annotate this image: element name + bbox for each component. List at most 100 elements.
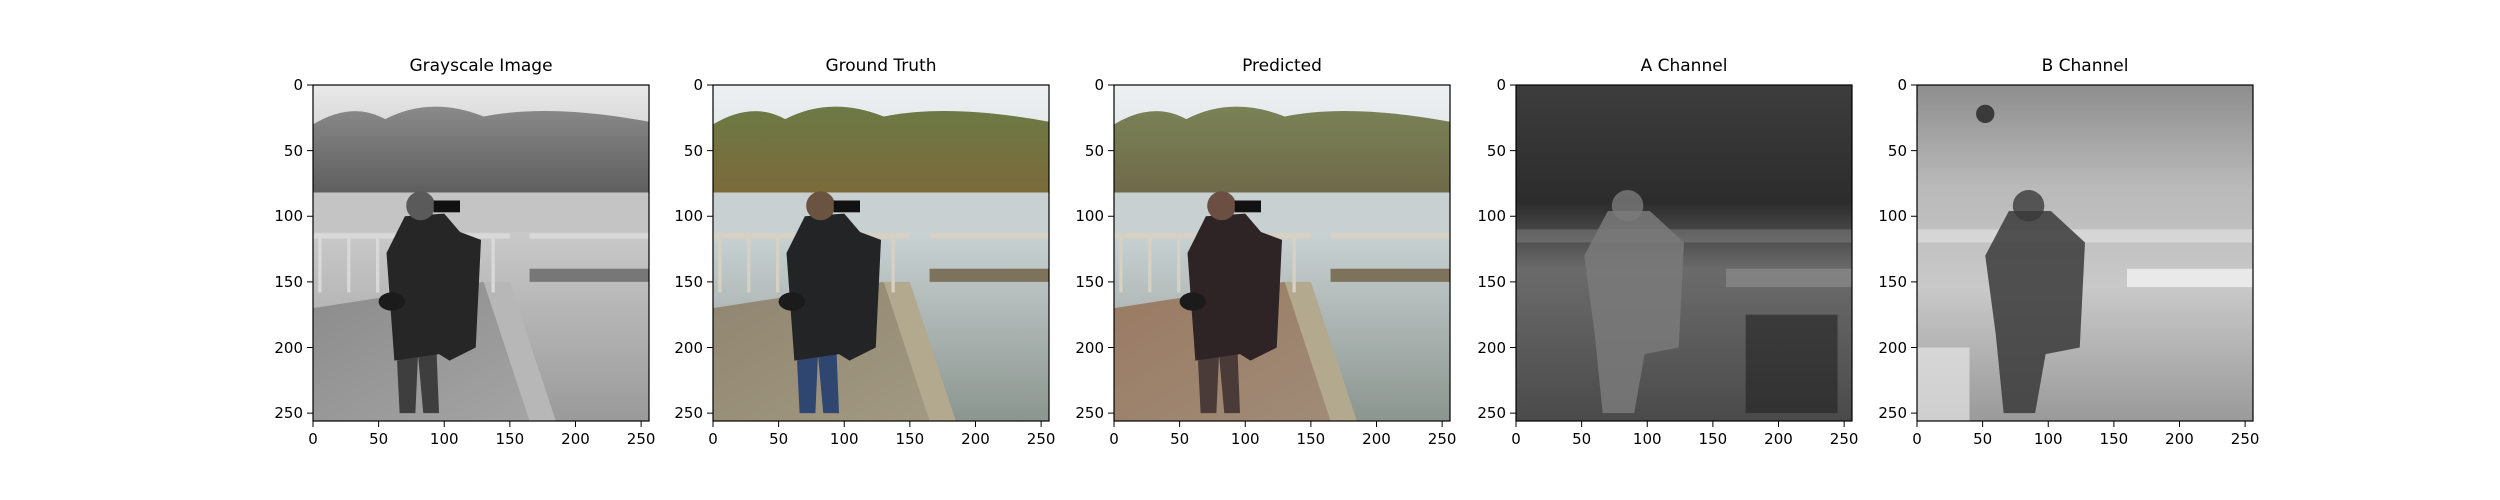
dock-railing bbox=[1330, 233, 1450, 239]
deck-band bbox=[2127, 268, 2253, 288]
treeline bbox=[313, 106, 649, 193]
water-dark-region bbox=[1745, 314, 1838, 414]
y-tick-label: 0 bbox=[1496, 76, 1506, 94]
panel-title: Predicted bbox=[1242, 56, 1322, 76]
lake-far bbox=[313, 192, 649, 232]
lake-far bbox=[1114, 192, 1450, 232]
person-coat bbox=[786, 213, 881, 361]
railing-post bbox=[1148, 233, 1152, 293]
y-tick-label: 50 bbox=[1084, 141, 1104, 160]
x-tick-label: 100 bbox=[429, 430, 459, 448]
x-tick-label: 50 bbox=[369, 430, 389, 448]
x-tick-label: 200 bbox=[561, 430, 590, 448]
dock-deck bbox=[929, 268, 1049, 282]
camera-bag bbox=[1179, 292, 1206, 311]
treeline bbox=[1114, 106, 1450, 193]
person-silhouette bbox=[1985, 211, 2085, 414]
railing-post bbox=[1119, 233, 1123, 293]
x-tick-label: 100 bbox=[1230, 430, 1260, 448]
railing-post bbox=[347, 233, 351, 293]
railing-post bbox=[491, 233, 495, 293]
camera bbox=[1234, 200, 1261, 213]
person-coat bbox=[1187, 213, 1282, 361]
panel-image-b-channel-map bbox=[1911, 84, 2254, 427]
boardwalk-edge bbox=[483, 281, 556, 421]
y-tick-label: 100 bbox=[274, 207, 303, 226]
panel-image-grayscale-photo bbox=[307, 84, 650, 427]
y-tick-label: 200 bbox=[674, 338, 703, 357]
axes-frame bbox=[1113, 84, 1451, 422]
y-tick-label: 50 bbox=[1887, 141, 1907, 160]
y-tick-label: 200 bbox=[1477, 338, 1506, 357]
x-tick-label: 250 bbox=[1026, 430, 1056, 448]
railing-post bbox=[376, 233, 380, 293]
y-tick-label: 200 bbox=[274, 338, 303, 357]
person-silhouette bbox=[1584, 211, 1684, 414]
panel-title: Grayscale Image bbox=[409, 56, 553, 76]
y-tick-label: 150 bbox=[1075, 272, 1104, 291]
y-tick-label: 250 bbox=[1878, 404, 1907, 423]
y-tick-label: 100 bbox=[1878, 207, 1907, 226]
y-tick-label: 0 bbox=[293, 76, 303, 94]
x-tick-label: 50 bbox=[1170, 430, 1190, 448]
x-tick-label: 50 bbox=[1572, 430, 1592, 448]
deck-band bbox=[1726, 268, 1852, 288]
x-tick-label: 150 bbox=[2099, 430, 2129, 448]
panel-image-predicted-color-photo bbox=[1108, 84, 1451, 427]
person-legs bbox=[1198, 347, 1240, 414]
dock-railing bbox=[529, 233, 649, 239]
railing-post bbox=[747, 233, 751, 293]
x-tick-label: 0 bbox=[1511, 430, 1521, 448]
camera-bag bbox=[378, 292, 405, 311]
panel-title: Ground Truth bbox=[825, 56, 937, 76]
axes-frame bbox=[712, 84, 1050, 422]
y-tick-label: 100 bbox=[1075, 207, 1104, 226]
person-head bbox=[406, 191, 436, 221]
boardwalk-edge bbox=[883, 281, 956, 421]
x-tick-label: 100 bbox=[1632, 430, 1662, 448]
person-coat bbox=[386, 213, 481, 361]
lake-far bbox=[713, 192, 1049, 232]
y-tick-label: 150 bbox=[1477, 272, 1506, 291]
x-tick-label: 250 bbox=[626, 430, 656, 448]
x-tick-label: 50 bbox=[769, 430, 789, 448]
camera bbox=[833, 200, 860, 213]
panel-image-a-channel-map bbox=[1510, 84, 1853, 427]
person-legs bbox=[797, 347, 839, 414]
y-tick-label: 0 bbox=[1094, 76, 1104, 94]
y-tick-label: 100 bbox=[674, 207, 703, 226]
x-tick-label: 0 bbox=[708, 430, 718, 448]
railing-post bbox=[1177, 233, 1181, 293]
x-tick-label: 50 bbox=[1973, 430, 1993, 448]
x-tick-label: 0 bbox=[308, 430, 318, 448]
y-tick-label: 50 bbox=[683, 141, 703, 160]
x-tick-label: 200 bbox=[961, 430, 990, 448]
x-tick-label: 100 bbox=[2033, 430, 2063, 448]
boardwalk-edge bbox=[1284, 281, 1357, 421]
x-tick-label: 100 bbox=[829, 430, 859, 448]
railing-post bbox=[1292, 233, 1296, 293]
person-head bbox=[1207, 191, 1237, 221]
person-head bbox=[806, 191, 836, 221]
y-tick-label: 150 bbox=[1878, 272, 1907, 291]
x-tick-label: 0 bbox=[1912, 430, 1922, 448]
y-tick-label: 250 bbox=[674, 404, 703, 423]
y-tick-label: 100 bbox=[1477, 207, 1506, 226]
panel-title: B Channel bbox=[2041, 56, 2129, 76]
bright-corner bbox=[1917, 347, 1970, 421]
y-tick-label: 0 bbox=[693, 76, 703, 94]
x-tick-label: 200 bbox=[2165, 430, 2194, 448]
dock-railing bbox=[929, 233, 1049, 239]
railing-post bbox=[318, 233, 322, 293]
y-tick-label: 250 bbox=[1075, 404, 1104, 423]
x-tick-label: 250 bbox=[2230, 430, 2260, 448]
person-legs bbox=[397, 347, 439, 414]
railing-post bbox=[718, 233, 722, 293]
x-tick-label: 250 bbox=[1829, 430, 1859, 448]
railing-band bbox=[1516, 229, 1852, 243]
x-tick-label: 150 bbox=[1698, 430, 1728, 448]
axes-frame bbox=[1515, 84, 1853, 422]
axes-frame bbox=[312, 84, 650, 422]
dark-blob bbox=[1976, 104, 1995, 124]
panel-image-ground-truth-color-photo bbox=[707, 84, 1050, 427]
